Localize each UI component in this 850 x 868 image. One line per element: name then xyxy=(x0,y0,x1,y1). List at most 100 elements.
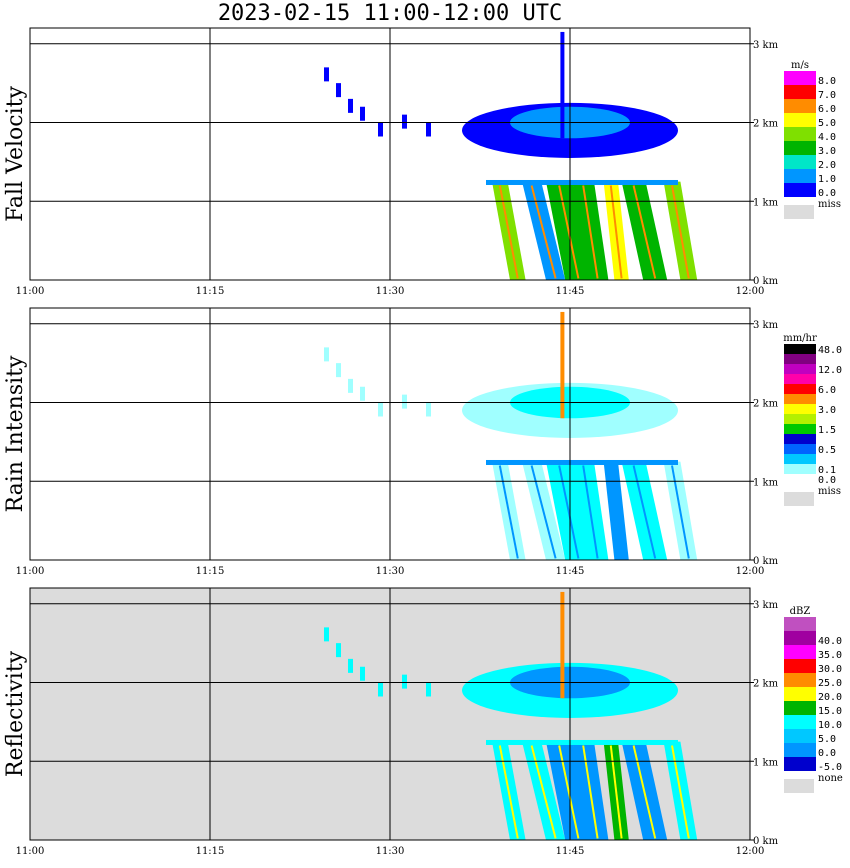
legend-swatch xyxy=(784,183,816,197)
legend-label: 30.0 xyxy=(818,664,842,675)
legend-swatch xyxy=(784,757,816,771)
x-tick-label: 11:45 xyxy=(556,846,585,857)
legend-label: 0.5 xyxy=(818,445,836,456)
x-tick-label: 11:15 xyxy=(196,846,225,857)
legend-unit: dBZ xyxy=(790,606,811,617)
legend-swatch xyxy=(784,617,816,631)
x-tick-label: 11:00 xyxy=(16,286,45,297)
legend-label: 48.0 xyxy=(818,345,842,356)
legend-label: 7.0 xyxy=(818,90,836,101)
legend-swatch xyxy=(784,127,816,141)
y-tick-label: 3 km xyxy=(753,600,779,611)
plume xyxy=(560,311,565,419)
legend-swatch xyxy=(784,687,816,701)
legend-unit: m/s xyxy=(791,60,809,71)
y-tick-label: 2 km xyxy=(753,119,779,130)
y-tick-label: 0 km xyxy=(753,556,779,567)
legend-swatch xyxy=(784,99,816,113)
virga-echo xyxy=(402,394,407,409)
legend-swatch xyxy=(784,141,816,155)
legend-swatch xyxy=(784,155,816,169)
legend-swatch xyxy=(784,444,816,454)
legend-swatch xyxy=(784,384,816,394)
legend-swatch xyxy=(784,374,816,384)
x-tick-label: 12:00 xyxy=(736,286,765,297)
legend-miss-label: miss xyxy=(818,199,841,210)
plot-frame xyxy=(29,307,751,561)
virga-echo xyxy=(348,658,353,673)
legend-swatch xyxy=(784,729,816,743)
x-tick-label: 11:00 xyxy=(16,846,45,857)
virga-echo xyxy=(324,67,329,82)
virga-echo xyxy=(402,674,407,689)
legend-label: -5.0 xyxy=(818,762,842,773)
legend-label: 0.0 xyxy=(818,475,836,486)
y-tick-label: 1 km xyxy=(753,757,779,768)
legend-label: 1.5 xyxy=(818,425,836,436)
legend-swatch xyxy=(784,464,816,474)
virga-echo xyxy=(324,347,329,362)
legend-label: 0.0 xyxy=(818,188,836,199)
virga-echo xyxy=(426,682,431,697)
legend-swatch xyxy=(784,364,816,374)
bright-band xyxy=(486,179,678,185)
y-tick-label: 2 km xyxy=(753,679,779,690)
panel-3: 11:00 11:15 11:30 11:45 12:000 km 1 km 2 km 3 k… xyxy=(3,587,843,857)
legend-label: 5.0 xyxy=(818,118,836,129)
x-tick-label: 11:30 xyxy=(376,846,405,857)
legend-label: 3.0 xyxy=(818,405,836,416)
panel-ylabel: Fall Velocity xyxy=(3,86,28,222)
legend-swatch xyxy=(784,424,816,434)
legend-miss-swatch xyxy=(784,205,814,219)
legend-swatch xyxy=(784,434,816,444)
legend-label: 0.0 xyxy=(818,748,836,759)
y-tick-label: 3 km xyxy=(753,40,779,51)
virga-echo xyxy=(360,386,365,401)
legend-swatch xyxy=(784,701,816,715)
legend-label: 0.1 xyxy=(818,465,836,476)
legend-swatch xyxy=(784,85,816,99)
legend-swatch xyxy=(784,673,816,687)
plume xyxy=(560,31,565,139)
y-tick-label: 1 km xyxy=(753,477,779,488)
legend-label: 3.0 xyxy=(818,146,836,157)
panel-1: 11:00 11:15 11:30 11:45 12:000 km 1 km 2 km 3 k… xyxy=(3,27,841,297)
legend-label: 12.0 xyxy=(818,365,842,376)
legend-miss-label: none xyxy=(818,773,843,784)
plot-frame xyxy=(29,587,751,841)
legend-miss-label: miss xyxy=(818,486,841,497)
legend-swatch xyxy=(784,169,816,183)
legend-label: 6.0 xyxy=(818,385,836,396)
legend-swatch xyxy=(784,113,816,127)
legend-label: 6.0 xyxy=(818,104,836,115)
legend-swatch xyxy=(784,414,816,424)
panel-2: 11:00 11:15 11:30 11:45 12:000 km 1 km 2 km 3 k… xyxy=(3,307,842,577)
virga-echo xyxy=(378,122,383,137)
virga-echo xyxy=(426,122,431,137)
virga-echo xyxy=(336,643,341,658)
virga-echo xyxy=(402,114,407,129)
y-tick-label: 3 km xyxy=(753,320,779,331)
panel-ylabel: Reflectivity xyxy=(3,650,28,777)
legend-label: 40.0 xyxy=(818,636,842,647)
virga-echo xyxy=(378,682,383,697)
x-tick-label: 11:30 xyxy=(376,566,405,577)
legend-swatch xyxy=(784,344,816,354)
legend-label: 25.0 xyxy=(818,678,842,689)
legend-swatch xyxy=(784,454,816,464)
legend-swatch xyxy=(784,474,816,484)
x-tick-label: 12:00 xyxy=(736,566,765,577)
legend-label: 1.0 xyxy=(818,174,836,185)
plume xyxy=(560,591,565,699)
x-tick-label: 11:45 xyxy=(556,566,585,577)
bright-band xyxy=(486,459,678,465)
y-tick-label: 1 km xyxy=(753,197,779,208)
y-tick-label: 2 km xyxy=(753,399,779,410)
legend-label: 8.0 xyxy=(818,76,836,87)
plot-frame xyxy=(29,27,751,281)
x-tick-label: 11:45 xyxy=(556,286,585,297)
legend-swatch xyxy=(784,645,816,659)
legend-label: 20.0 xyxy=(818,692,842,703)
x-tick-label: 11:30 xyxy=(376,286,405,297)
legend-miss-swatch xyxy=(784,779,814,793)
